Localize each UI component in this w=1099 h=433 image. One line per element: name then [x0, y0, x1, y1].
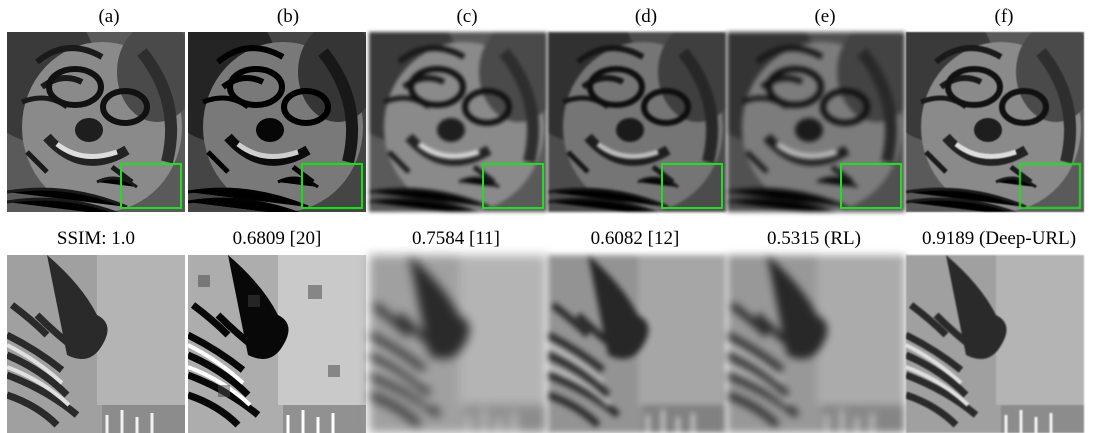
panel-label-a: (a) [98, 6, 120, 27]
zoom-box-overlay-d [548, 32, 726, 212]
panel-label-b: (b) [276, 6, 300, 27]
ssim-caption-d: 0.6082 [12] [590, 228, 680, 249]
zoom-region-box [482, 163, 544, 209]
zoom-region-box [1019, 163, 1081, 209]
crop-image-c [369, 255, 547, 433]
ssim-caption-a: SSIM: 1.0 [56, 228, 136, 249]
zoom-region-box [840, 163, 902, 209]
zoom-region-box [120, 163, 182, 209]
crop-image-e [727, 255, 905, 433]
panel-label-d: (d) [634, 6, 658, 27]
zoom-box-overlay-e [727, 32, 905, 212]
crop-image-a [7, 255, 185, 433]
crop-image-f [906, 255, 1084, 433]
ssim-caption-e: 0.5315 (RL) [767, 228, 861, 249]
ssim-caption-c: 0.7584 [11] [412, 228, 500, 249]
panel-label-e: (e) [814, 6, 836, 27]
panel-label-c: (c) [456, 6, 478, 27]
zoom-region-box [301, 163, 363, 209]
face-image-f [906, 32, 1084, 212]
ssim-caption-b: 0.6809 [20] [232, 228, 322, 249]
crop-image-b [188, 255, 366, 433]
panel-label-f: (f) [994, 6, 1014, 27]
face-image-b [188, 32, 366, 212]
zoom-box-overlay-c [369, 32, 547, 212]
crop-image-d [548, 255, 726, 433]
face-image-a [7, 32, 185, 212]
ssim-caption-f: 0.9189 (Deep-URL) [921, 228, 1077, 249]
zoom-region-box [661, 163, 723, 209]
